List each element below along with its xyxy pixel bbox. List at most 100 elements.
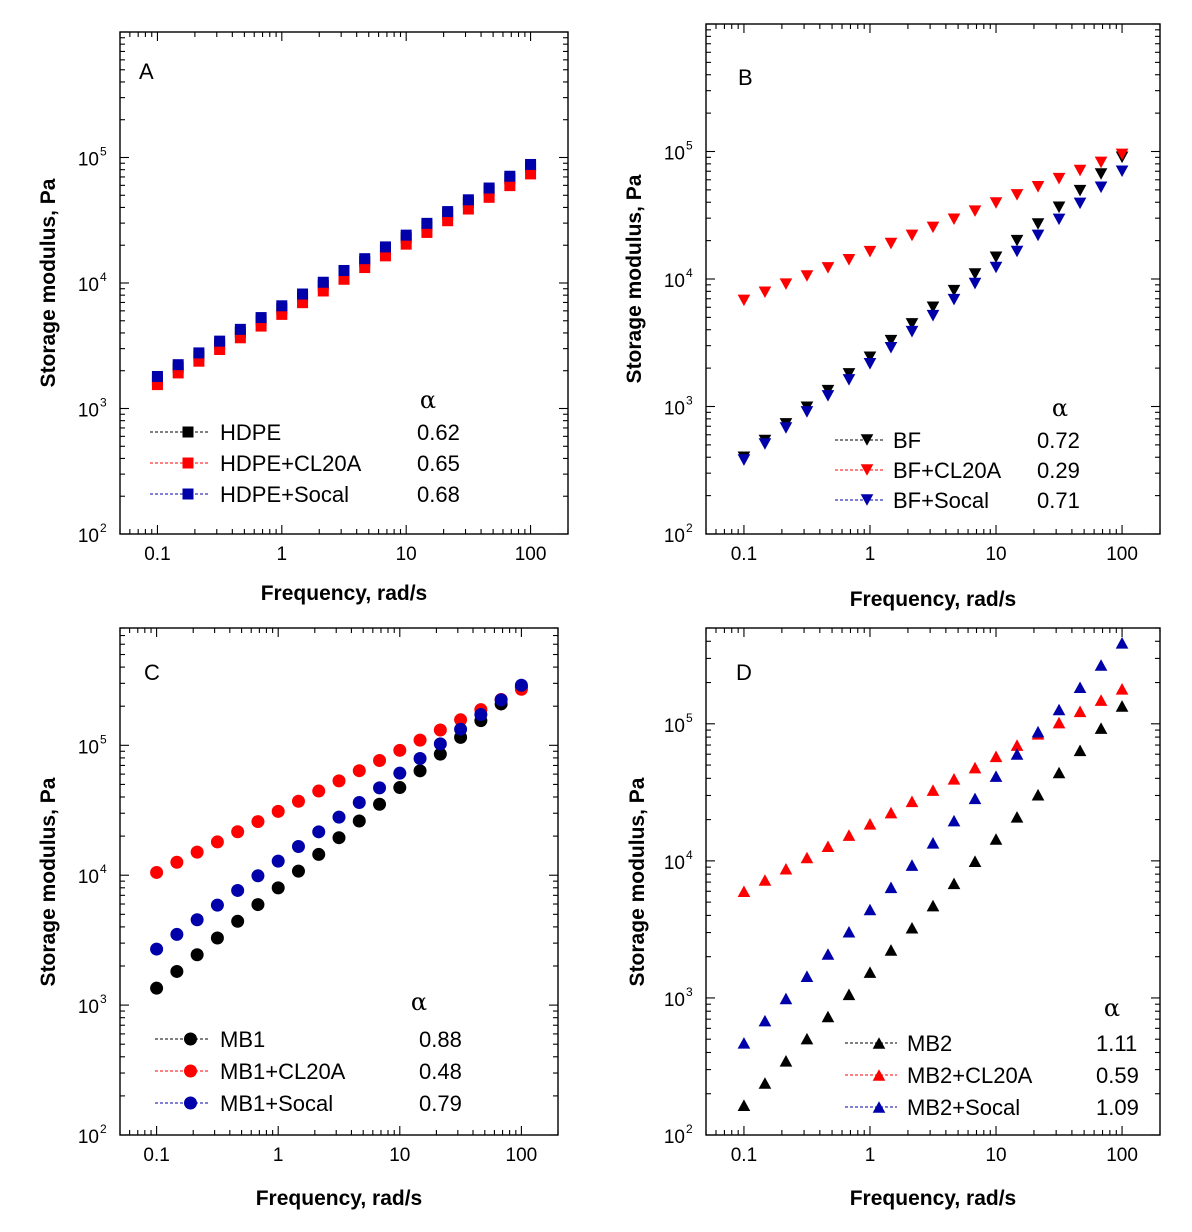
x-tick-label: 100 <box>1106 1145 1138 1166</box>
legend-label: BF+Socal <box>893 488 989 513</box>
data-point <box>968 268 982 280</box>
data-point <box>352 796 366 810</box>
data-point <box>800 406 814 418</box>
data-point <box>352 764 366 778</box>
x-tick-label: 1 <box>865 544 876 565</box>
legend-marker <box>872 1069 886 1081</box>
data-point <box>989 261 1003 274</box>
legend-marker <box>182 488 194 500</box>
data-point <box>312 784 326 798</box>
x-tick-label: 10 <box>985 1145 1006 1166</box>
data-point <box>251 898 265 912</box>
data-point <box>1031 788 1045 801</box>
data-point <box>758 1077 772 1089</box>
legend-label: MB1+CL20A <box>220 1059 346 1084</box>
data-point <box>1010 189 1024 201</box>
data-point <box>1052 172 1066 185</box>
data-point <box>989 251 1003 264</box>
data-point <box>989 833 1003 845</box>
data-point <box>758 438 772 450</box>
data-point <box>170 855 184 869</box>
data-point <box>400 238 412 250</box>
legend-alpha-value: 0.48 <box>419 1059 462 1084</box>
data-point <box>1094 181 1108 194</box>
data-point <box>251 815 265 829</box>
data-point <box>291 864 305 878</box>
data-point <box>1115 148 1129 161</box>
data-point <box>1073 164 1087 177</box>
data-point <box>291 839 305 853</box>
y-axis-title: Storage modulus, Pa <box>37 178 60 387</box>
data-point <box>1010 811 1024 823</box>
data-point <box>737 885 751 898</box>
y-tick-label: 10 <box>664 716 685 737</box>
data-point <box>1073 681 1087 694</box>
data-point <box>317 285 329 297</box>
data-point <box>821 390 835 402</box>
y-tick-exponent: 5 <box>686 139 693 153</box>
x-tick-label: 0.1 <box>143 1145 169 1166</box>
data-point <box>821 1010 835 1023</box>
data-point <box>968 855 982 867</box>
data-point <box>863 966 877 978</box>
data-point <box>504 170 516 182</box>
plot-frame <box>705 627 1161 1136</box>
data-point <box>462 203 474 215</box>
data-point <box>968 205 982 217</box>
data-point <box>210 835 224 849</box>
data-point <box>393 766 407 780</box>
data-point <box>1115 165 1129 178</box>
y-tick-exponent: 4 <box>686 266 693 280</box>
data-point <box>1094 694 1108 706</box>
data-point <box>800 1032 814 1045</box>
data-point <box>433 737 447 751</box>
data-point <box>1052 703 1066 716</box>
data-point <box>190 913 204 927</box>
data-point <box>373 754 387 768</box>
series-bf <box>737 151 1129 464</box>
data-point <box>926 309 940 322</box>
y-tick-label: 10 <box>664 1127 685 1148</box>
data-point <box>926 837 940 849</box>
y-tick-label: 10 <box>78 867 99 888</box>
data-point <box>373 797 387 811</box>
legend-alpha-value: 0.88 <box>419 1027 462 1052</box>
data-point <box>968 792 982 805</box>
y-tick-exponent: 4 <box>686 848 693 862</box>
data-point <box>170 964 184 978</box>
data-point <box>884 237 898 250</box>
data-point <box>1073 705 1087 718</box>
data-point <box>905 795 919 808</box>
data-point <box>1010 245 1024 258</box>
legend-alpha-value: 0.62 <box>417 420 460 445</box>
data-point <box>842 988 856 1001</box>
data-point <box>483 182 495 194</box>
data-point <box>332 831 346 845</box>
y-tick-label: 10 <box>78 997 99 1018</box>
data-point <box>926 301 940 314</box>
data-point <box>210 931 224 945</box>
legend-alpha-value: 1.09 <box>1096 1095 1139 1120</box>
data-point <box>271 804 285 818</box>
legend-label: MB2+CL20A <box>907 1063 1033 1088</box>
legend: α MB1 0.88 MB1+CL20A 0.48 MB1+Socal 0.79 <box>155 988 462 1116</box>
x-tick-label: 10 <box>389 1145 410 1166</box>
data-point <box>926 784 940 796</box>
x-tick-label: 10 <box>396 544 417 565</box>
data-point <box>863 818 877 830</box>
data-point <box>779 422 793 434</box>
data-point <box>214 343 226 355</box>
x-axis-title: Frequency, rad/s <box>261 582 428 605</box>
series-mb2-cl20a <box>737 683 1129 898</box>
legend-label: HDPE+CL20A <box>220 451 362 476</box>
legend: α HDPE 0.62 HDPE+CL20A 0.65 HDPE+Socal 0.68 <box>150 386 460 507</box>
data-point <box>454 722 468 736</box>
data-point <box>1094 722 1108 734</box>
data-point <box>947 284 961 297</box>
data-point <box>884 806 898 819</box>
series-mb1 <box>150 680 528 995</box>
legend-alpha-value: 0.71 <box>1037 488 1080 513</box>
data-point <box>172 359 184 371</box>
data-point <box>504 180 516 192</box>
